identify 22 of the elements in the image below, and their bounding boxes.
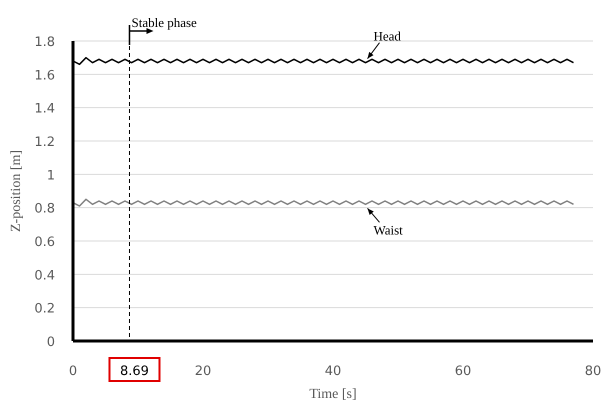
y-tick-label: 1.4 xyxy=(34,102,55,117)
annotation: Head xyxy=(374,28,402,44)
text: Stable phase xyxy=(131,15,198,30)
x-tick-label: 0 xyxy=(68,364,78,379)
ref-line-label: 8.69 xyxy=(120,364,149,379)
y-tick-label: 1.2 xyxy=(34,135,55,150)
x-axis-title: Time [s] xyxy=(309,387,357,402)
y-tick-label: 0.8 xyxy=(34,202,55,217)
y-tick-label: 0.2 xyxy=(34,302,55,317)
x-tick-label: 40 xyxy=(324,364,342,379)
x-tick-label: 60 xyxy=(454,364,472,379)
y-tick-label: 1.8 xyxy=(34,35,55,50)
y-tick-label: 1 xyxy=(46,168,55,184)
x-tick-label: 80 xyxy=(584,364,602,379)
y-tick-label: 1.6 xyxy=(34,68,55,84)
y-tick-label: 0.6 xyxy=(34,235,55,250)
line-series xyxy=(72,198,574,207)
y-axis-title: Z-position [m] xyxy=(9,150,24,232)
x-tick-label: 20 xyxy=(194,364,212,379)
y-tick-label: 0.4 xyxy=(34,268,55,284)
annotation: Waist xyxy=(374,222,404,238)
y-tick-label: 0 xyxy=(46,335,55,350)
